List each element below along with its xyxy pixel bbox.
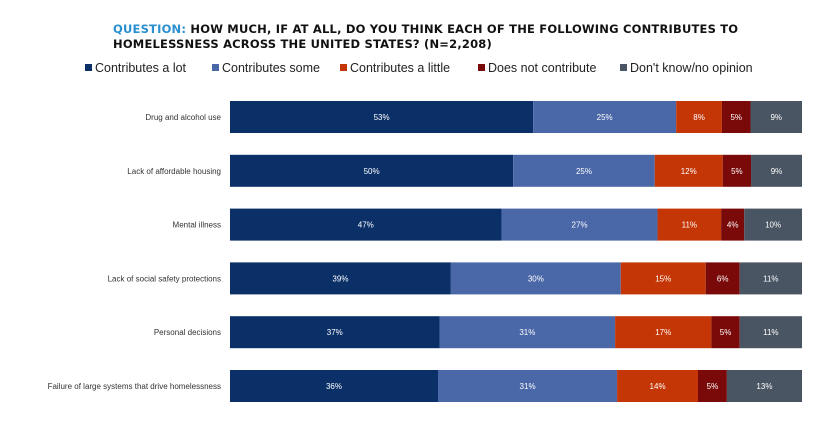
legend-item-contributes-some: Contributes some	[212, 61, 320, 75]
bar-segment-contributes-a-little	[657, 208, 722, 241]
data-label: 11%	[763, 328, 778, 337]
bar-segment-don-t-know-no-opinion	[750, 101, 802, 133]
category-label: Failure of large systems that drive home…	[48, 382, 221, 391]
bar-segment-don-t-know-no-opinion	[751, 154, 802, 187]
data-label: 53%	[374, 113, 390, 122]
bar-segment-does-not-contribute	[721, 208, 745, 241]
data-label: 30%	[528, 274, 544, 283]
data-label: 25%	[576, 167, 592, 176]
bar-segment-contributes-a-little	[676, 101, 722, 133]
data-label: 5%	[707, 382, 719, 391]
bar-segment-contributes-some	[513, 154, 655, 187]
category-label: Lack of affordable housing	[127, 167, 221, 176]
bar-segment-contributes-a-lot	[230, 316, 440, 349]
bar-segment-contributes-a-lot	[230, 154, 514, 187]
legend-item-contributes-a-little: Contributes a little	[340, 61, 450, 75]
category-label: Mental illness	[173, 221, 221, 230]
bar-row-lack-of-social-safety-protections: Lack of social safety protections 39% 30% 1…	[108, 262, 802, 295]
title-prefix: QUESTION:	[113, 22, 187, 36]
category-label: Lack of social safety protections	[108, 274, 221, 283]
bar-segment-does-not-contribute	[705, 262, 740, 295]
legend-swatch	[212, 64, 219, 71]
data-label: 10%	[765, 221, 781, 230]
data-label: 47%	[358, 221, 374, 230]
bar-segment-contributes-a-little	[654, 154, 723, 187]
bar-segment-don-t-know-no-opinion	[739, 316, 802, 349]
bar-segment-contributes-some	[438, 370, 618, 402]
data-label: 50%	[364, 167, 380, 176]
bar-segment-don-t-know-no-opinion	[744, 208, 802, 241]
data-label: 17%	[655, 328, 671, 337]
data-label: 9%	[771, 167, 783, 176]
bar-segment-does-not-contribute	[721, 101, 751, 133]
bar-segment-does-not-contribute	[711, 316, 740, 349]
bar-segment-contributes-some	[501, 208, 658, 241]
data-label: 31%	[520, 382, 536, 391]
legend-label: Don't know/no opinion	[630, 61, 753, 75]
data-label: 5%	[730, 113, 742, 122]
legend-item-contributes-a-lot: Contributes a lot	[85, 61, 187, 75]
bar-row-personal-decisions: Personal decisions 37% 31% 17% 5% 11%	[154, 316, 802, 349]
legend-swatch	[620, 64, 627, 71]
data-label: 36%	[326, 382, 342, 391]
bar-segment-does-not-contribute	[722, 154, 752, 187]
bar-segment-don-t-know-no-opinion	[726, 370, 802, 402]
legend-swatch	[478, 64, 485, 71]
data-label: 5%	[731, 167, 743, 176]
bar-segment-contributes-a-lot	[230, 101, 534, 133]
bar-segment-contributes-some	[450, 262, 621, 295]
legend-swatch	[85, 64, 92, 71]
bar-row-failure-of-large-systems-that-drive-homelessness: Failure of large systems that drive home…	[48, 370, 802, 402]
bar-segment-contributes-some	[439, 316, 616, 349]
bar-segment-don-t-know-no-opinion	[739, 262, 802, 295]
bar-row-drug-and-alcohol-use: Drug and alcohol use 53% 25% 8% 5% 9%	[145, 101, 802, 133]
legend-swatch	[340, 64, 347, 71]
legend-label: Contributes a lot	[95, 61, 187, 75]
category-label: Personal decisions	[154, 328, 221, 337]
legend-item-don-t-know-no-opinion: Don't know/no opinion	[620, 61, 753, 75]
data-label: 27%	[572, 221, 588, 230]
data-label: 37%	[327, 328, 343, 337]
data-label: 6%	[717, 274, 729, 283]
legend: Contributes a lot Contributes some Contrib…	[85, 61, 753, 75]
data-label: 9%	[770, 113, 782, 122]
data-label: 25%	[597, 113, 613, 122]
bar-segment-does-not-contribute	[698, 370, 727, 402]
bar-segment-contributes-a-lot	[230, 262, 451, 295]
legend-item-does-not-contribute: Does not contribute	[478, 61, 596, 75]
chart-title: QUESTION: HOW MUCH, IF AT ALL, DO YOU TH…	[113, 22, 813, 52]
data-label: 15%	[655, 274, 671, 283]
data-label: 39%	[332, 274, 348, 283]
data-label: 13%	[756, 382, 772, 391]
legend-label: Contributes a little	[350, 61, 450, 75]
data-label: 11%	[763, 274, 778, 283]
legend-label: Contributes some	[222, 61, 320, 75]
legend-label: Does not contribute	[488, 61, 596, 75]
data-label: 5%	[720, 328, 732, 337]
bar-row-mental-illness: Mental illness 47% 27% 11% 4% 10%	[173, 208, 802, 241]
bars: Drug and alcohol use 53% 25% 8% 5% 9%Lack of …	[48, 101, 802, 402]
data-label: 11%	[682, 221, 697, 230]
category-label: Drug and alcohol use	[145, 113, 221, 122]
bar-segment-contributes-a-lot	[230, 370, 438, 402]
title-text: HOW MUCH, IF AT ALL, DO YOU THINK EACH O…	[113, 22, 739, 51]
data-label: 14%	[650, 382, 666, 391]
bar-segment-contributes-a-lot	[230, 208, 502, 241]
bar-segment-contributes-some	[533, 101, 677, 133]
bar-segment-contributes-a-little	[615, 316, 712, 349]
bar-segment-contributes-a-little	[620, 262, 706, 295]
data-label: 4%	[727, 221, 739, 230]
data-label: 12%	[681, 167, 697, 176]
data-label: 31%	[519, 328, 535, 337]
data-label: 8%	[693, 113, 705, 122]
bar-row-lack-of-affordable-housing: Lack of affordable housing 50% 25% 12% 5% 9%	[127, 154, 802, 187]
bar-segment-contributes-a-little	[617, 370, 698, 402]
